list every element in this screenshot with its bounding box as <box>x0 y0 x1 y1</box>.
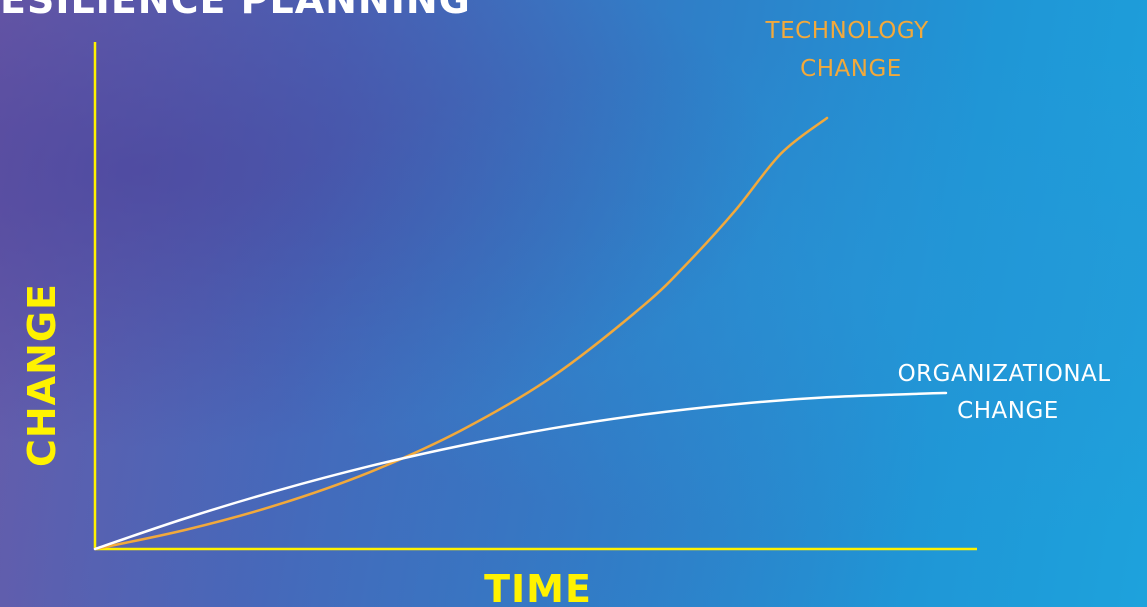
y-axis-title: CHANGE <box>20 283 64 467</box>
slide-title: ESILIENCE PLANNING <box>0 0 471 22</box>
organizational-change-line <box>93 391 948 551</box>
technology-change-line <box>93 116 829 551</box>
organizational-change-label: ORGANIZATIONAL CHANGE <box>898 361 1119 424</box>
technology-change-label: TECHNOLOGY CHANGE <box>765 18 937 82</box>
x-axis-title: TIME <box>484 567 592 607</box>
